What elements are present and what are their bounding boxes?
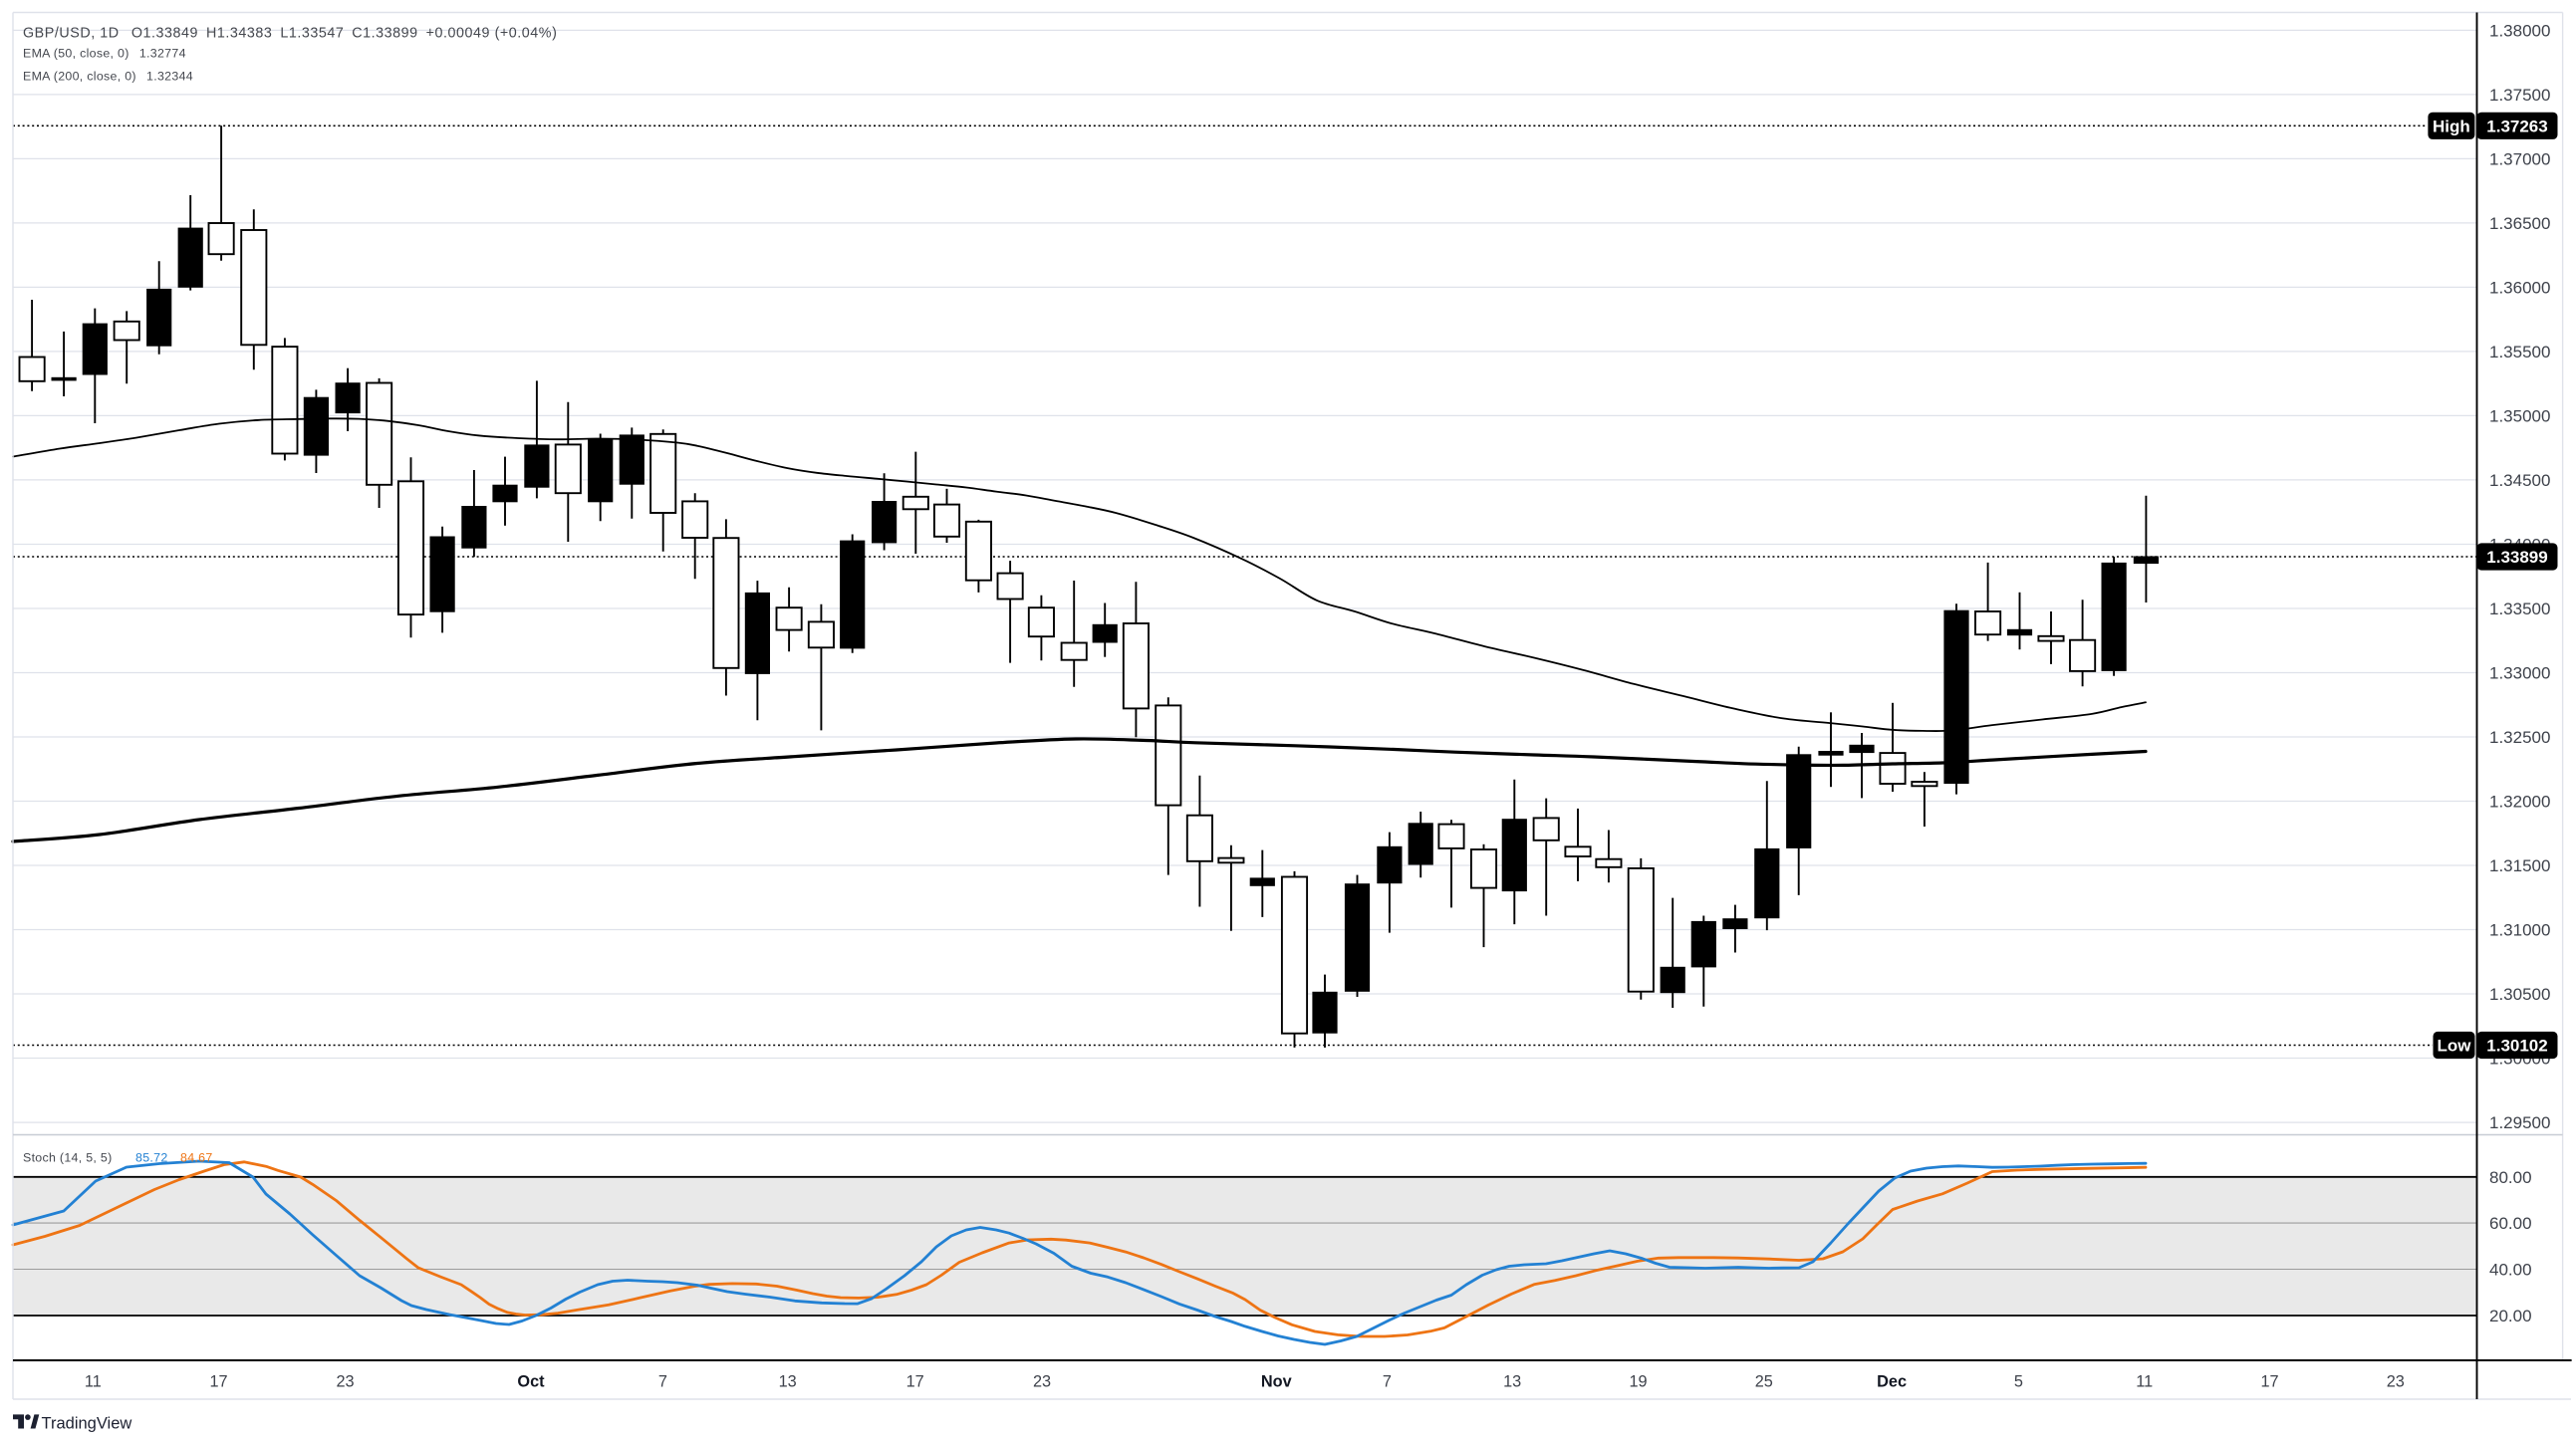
svg-text:Low: Low xyxy=(2438,1037,2472,1056)
svg-text:1.37000: 1.37000 xyxy=(2489,149,2550,168)
svg-text:1.36500: 1.36500 xyxy=(2489,214,2550,233)
svg-text:1.37500: 1.37500 xyxy=(2489,86,2550,105)
svg-text:Stoch (14, 5, 5): Stoch (14, 5, 5) xyxy=(23,1151,113,1165)
svg-text:17: 17 xyxy=(209,1373,227,1391)
svg-text:11: 11 xyxy=(85,1373,102,1391)
svg-text:85.72: 85.72 xyxy=(135,1151,168,1165)
svg-text:7: 7 xyxy=(658,1373,667,1391)
svg-text:Nov: Nov xyxy=(1261,1373,1292,1391)
svg-text:84.67: 84.67 xyxy=(180,1151,213,1165)
svg-text:1.38000: 1.38000 xyxy=(2489,21,2550,40)
svg-text:TradingView: TradingView xyxy=(42,1415,132,1433)
svg-text:High: High xyxy=(2433,117,2470,135)
svg-text:1.30102: 1.30102 xyxy=(2486,1037,2547,1056)
svg-text:25: 25 xyxy=(1755,1373,1773,1391)
svg-text:Dec: Dec xyxy=(1877,1373,1907,1391)
svg-text:1.33899: 1.33899 xyxy=(2486,548,2547,567)
svg-text:1.37263: 1.37263 xyxy=(2486,117,2547,135)
svg-text:23: 23 xyxy=(2387,1373,2405,1391)
svg-text:80.00: 80.00 xyxy=(2489,1168,2532,1187)
svg-text:1.32000: 1.32000 xyxy=(2489,793,2550,812)
svg-text:1.33500: 1.33500 xyxy=(2489,600,2550,618)
svg-text:5: 5 xyxy=(2014,1373,2023,1391)
svg-text:1.35500: 1.35500 xyxy=(2489,343,2550,361)
svg-text:1.29500: 1.29500 xyxy=(2489,1113,2550,1132)
svg-text:40.00: 40.00 xyxy=(2489,1261,2532,1280)
svg-text:13: 13 xyxy=(779,1373,797,1391)
svg-text:19: 19 xyxy=(1629,1373,1647,1391)
svg-text:23: 23 xyxy=(336,1373,354,1391)
svg-text:EMA (50, close, 0) 1.32774: EMA (50, close, 0) 1.32774 xyxy=(23,47,186,61)
svg-text:7: 7 xyxy=(1383,1373,1392,1391)
svg-text:17: 17 xyxy=(2260,1373,2278,1391)
svg-text:23: 23 xyxy=(1033,1373,1051,1391)
svg-text:Oct: Oct xyxy=(517,1373,545,1391)
svg-text:11: 11 xyxy=(2136,1373,2153,1391)
svg-text:1.31000: 1.31000 xyxy=(2489,921,2550,940)
svg-text:1.36000: 1.36000 xyxy=(2489,278,2550,297)
svg-text:1.30500: 1.30500 xyxy=(2489,985,2550,1004)
svg-text:1.31500: 1.31500 xyxy=(2489,856,2550,875)
svg-text:20.00: 20.00 xyxy=(2489,1307,2532,1325)
svg-text:13: 13 xyxy=(1503,1373,1521,1391)
svg-text:EMA (200, close, 0) 1.32344: EMA (200, close, 0) 1.32344 xyxy=(23,70,193,84)
svg-text:GBP/USD, 1D O1.33849 H1.3438: GBP/USD, 1D O1.33849 H1.34383 L1.33547 C… xyxy=(23,26,557,42)
svg-text:1.34500: 1.34500 xyxy=(2489,471,2550,490)
svg-text:1.35000: 1.35000 xyxy=(2489,406,2550,425)
svg-text:17: 17 xyxy=(906,1373,924,1391)
svg-text:60.00: 60.00 xyxy=(2489,1214,2532,1233)
svg-text:1.33000: 1.33000 xyxy=(2489,664,2550,683)
svg-text:1.32500: 1.32500 xyxy=(2489,728,2550,747)
